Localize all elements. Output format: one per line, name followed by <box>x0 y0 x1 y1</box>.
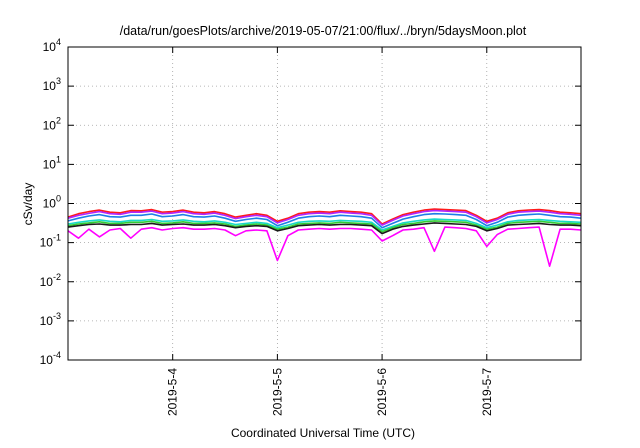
y-tick-label: 101 <box>43 154 61 171</box>
y-tick-label: 103 <box>43 76 61 93</box>
series-line-6 <box>68 222 581 235</box>
grid <box>68 47 581 360</box>
x-tick-label: 2019-5-5 <box>270 368 284 416</box>
series-line-1 <box>68 208 581 225</box>
y-tick-label: 10-3 <box>40 311 61 328</box>
x-tick-labels: 2019-5-4 2019-5-5 2019-5-6 2019-5-7 <box>166 368 494 416</box>
x-tick-label: 2019-5-6 <box>375 368 389 416</box>
y-tick-label: 100 <box>43 194 61 211</box>
x-axis-label: Coordinated Universal Time (UTC) <box>231 426 415 440</box>
y-axis-label: cSv/day <box>21 183 35 226</box>
series-line-2 <box>68 209 581 226</box>
series-line-5 <box>68 220 581 233</box>
y-tick-label: 102 <box>43 115 61 132</box>
series-line-4 <box>68 218 581 231</box>
series-line-3 <box>68 212 581 229</box>
y-tick-labels: 10-4 10-3 10-2 10-1 100 101 102 103 104 <box>40 37 61 367</box>
y-tick-label: 10-2 <box>40 272 61 289</box>
y-tick-label: 10-4 <box>40 350 61 367</box>
y-tick-label: 104 <box>43 37 61 54</box>
series-lines <box>68 208 581 268</box>
y-tick-label: 10-1 <box>40 233 61 250</box>
x-tick-label: 2019-5-7 <box>480 368 494 416</box>
chart-title: /data/run/goesPlots/archive/2019-05-07/2… <box>120 24 527 38</box>
series-line-7 <box>68 226 581 268</box>
x-tick-label: 2019-5-4 <box>166 368 180 416</box>
tick-marks <box>68 46 581 361</box>
